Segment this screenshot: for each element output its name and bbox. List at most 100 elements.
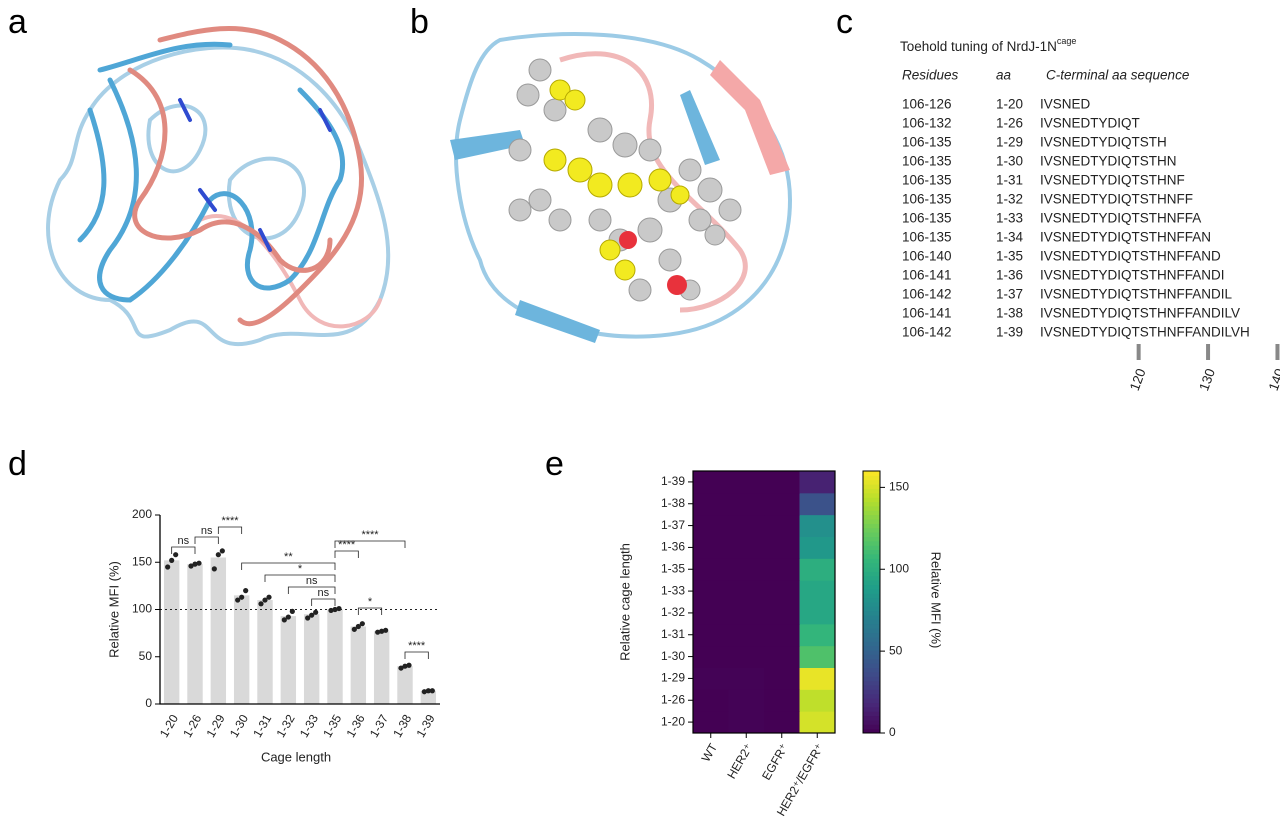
replicate-dot <box>355 623 361 630</box>
replicate-dot <box>351 626 357 632</box>
x-tick-label: 1-37 <box>367 712 391 740</box>
sequence-table: Toehold tuning of NrdJ-1Ncage Residues a… <box>900 36 1280 392</box>
colorbar-segment <box>863 728 880 734</box>
heatmap-cell <box>764 667 800 690</box>
panel-label: d <box>8 445 27 483</box>
replicate-dot <box>165 564 171 570</box>
colorbar-segment <box>863 706 880 712</box>
table-cell: IVSNEDTYDIQTSTHN <box>1040 154 1177 169</box>
heatmap-cell <box>693 471 729 494</box>
y-axis-title: Relative cage length <box>617 543 632 661</box>
replicate-dot <box>192 561 198 567</box>
x-tick-label: 1-26 <box>180 712 204 740</box>
table-cell: 106-141 <box>902 268 952 283</box>
y-tick-label: 100 <box>132 602 152 616</box>
colorbar-segment <box>863 501 880 507</box>
colorbar-segment <box>863 519 880 524</box>
significance-label: **** <box>408 640 426 652</box>
heatmap-cell <box>799 514 836 537</box>
colorbar-tick-label: 0 <box>889 725 896 739</box>
table-cell: IVSNEDTYDIQT <box>1040 116 1140 131</box>
bar <box>350 626 367 704</box>
colorbar-segment <box>863 567 880 572</box>
heatmap-cell <box>693 492 729 516</box>
replicate-dot <box>429 688 435 694</box>
panel-label: e <box>545 445 564 483</box>
colorbar-segment <box>863 658 880 664</box>
x-tick-label: HER2⁺ <box>724 741 755 781</box>
colorbar-segment <box>863 602 880 607</box>
y-tick-label: 1-32 <box>661 605 685 619</box>
colorbar-segment <box>863 702 880 708</box>
table-cell: 1-37 <box>996 287 1023 302</box>
table-cell: 1-20 <box>996 97 1023 112</box>
replicate-dot <box>398 665 404 671</box>
replicate-dot <box>188 563 194 569</box>
colorbar-segment <box>863 680 880 686</box>
table-cell: IVSNEDTYDIQTSTHNFFANDILVH <box>1040 325 1250 340</box>
heatmap-cell <box>764 580 800 603</box>
colorbar-segment <box>863 536 880 542</box>
replicate-dot <box>173 552 179 558</box>
heatmap-cell <box>764 492 800 516</box>
colorbar-segment <box>863 641 880 647</box>
heatmap-cell <box>799 645 836 668</box>
table-cell: 106-135 <box>902 154 952 169</box>
colorbar-segment <box>863 593 880 599</box>
colorbar-segment <box>863 514 880 520</box>
heatmap-cell <box>799 667 836 690</box>
colorbar-segment <box>863 523 880 529</box>
y-axis-title: Relative MFI (%) <box>106 561 121 658</box>
table-cell: 1-34 <box>996 230 1024 245</box>
heatmap-cell <box>693 623 729 647</box>
x-tick-label: 1-29 <box>204 712 228 740</box>
replicate-dot <box>266 594 272 600</box>
table-cell: 106-135 <box>902 135 952 150</box>
x-tick-label: EGFR⁺ <box>759 741 791 782</box>
colorbar-segment <box>863 492 880 498</box>
replicate-dot <box>196 560 202 566</box>
table-cell: 1-29 <box>996 135 1023 150</box>
heatmap-cell <box>728 602 765 625</box>
colorbar-segment <box>863 610 880 616</box>
heatmap-cell <box>693 536 729 559</box>
replicate-dot <box>281 617 287 623</box>
heatmap-cell <box>764 623 800 647</box>
colorbar-segment <box>863 724 880 730</box>
heatmap-cell <box>728 623 765 647</box>
y-tick-label: 1-29 <box>661 671 685 685</box>
table-cell: 106-142 <box>902 287 952 302</box>
colorbar-segment <box>863 698 880 703</box>
table-cell: IVSNEDTYDIQTSTHNFFANDI <box>1040 268 1225 283</box>
heatmap-cell <box>693 689 729 712</box>
heatmap-cell <box>764 558 800 581</box>
colorbar-segment <box>863 719 880 725</box>
x-tick-label: 1-31 <box>250 712 274 740</box>
colorbar-segment <box>863 571 880 577</box>
y-tick-label: 200 <box>132 507 152 521</box>
significance-bracket <box>194 536 219 544</box>
colorbar-segment <box>863 623 880 629</box>
heatmap-cell <box>728 711 765 734</box>
heatmap-cell <box>728 558 765 581</box>
y-tick-label: 1-20 <box>661 714 685 728</box>
bar <box>187 564 203 704</box>
significance-label: **** <box>361 529 379 541</box>
significance-bracket <box>287 586 336 594</box>
heatmap-cell <box>764 689 800 712</box>
bar <box>163 560 180 704</box>
colorbar-segment <box>863 545 880 551</box>
replicate-dot <box>219 548 225 554</box>
replicate-dot <box>375 629 381 635</box>
heatmap-cell <box>693 602 729 625</box>
significance-bracket <box>171 546 196 554</box>
y-tick-label: 1-30 <box>661 649 685 663</box>
colorbar-segment <box>863 615 880 620</box>
column-header: aa <box>996 68 1012 83</box>
table-cell: 106-140 <box>902 249 952 264</box>
heatmap-cell <box>693 514 729 537</box>
structure-a <box>46 25 391 347</box>
significance-bracket <box>334 540 406 548</box>
colorbar-segment <box>863 628 880 634</box>
